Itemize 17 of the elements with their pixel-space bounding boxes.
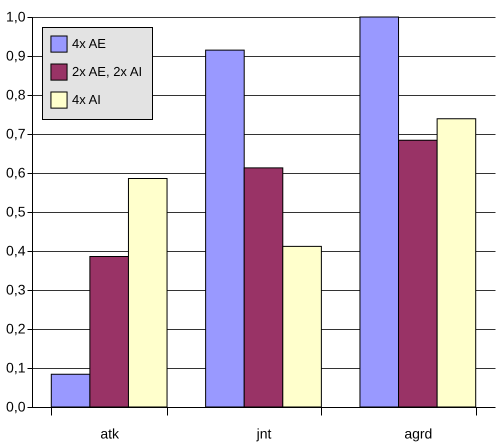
legend-label: 4x AI: [72, 92, 101, 107]
x-tick-label: jnt: [256, 426, 272, 442]
legend-label: 2x AE, 2x AI: [72, 64, 142, 79]
y-tick-label: 0,2: [6, 320, 26, 336]
y-tick-label: 0,6: [6, 164, 26, 180]
y-tick-label: 1,0: [6, 8, 26, 24]
legend-label: 4x AE: [72, 36, 106, 51]
y-tick-label: 0,1: [6, 360, 26, 376]
y-tick-label: 0,4: [6, 242, 26, 258]
y-tick-label: 0,7: [6, 126, 26, 142]
x-tick-label: agrd: [404, 426, 432, 442]
y-tick-label: 0,8: [6, 86, 26, 102]
x-tick-label: atk: [100, 426, 120, 442]
y-tick-label: 0,0: [6, 398, 26, 414]
y-tick-label: 0,3: [6, 282, 26, 298]
y-tick-label: 0,5: [6, 204, 26, 220]
y-tick-label: 0,9: [6, 48, 26, 64]
